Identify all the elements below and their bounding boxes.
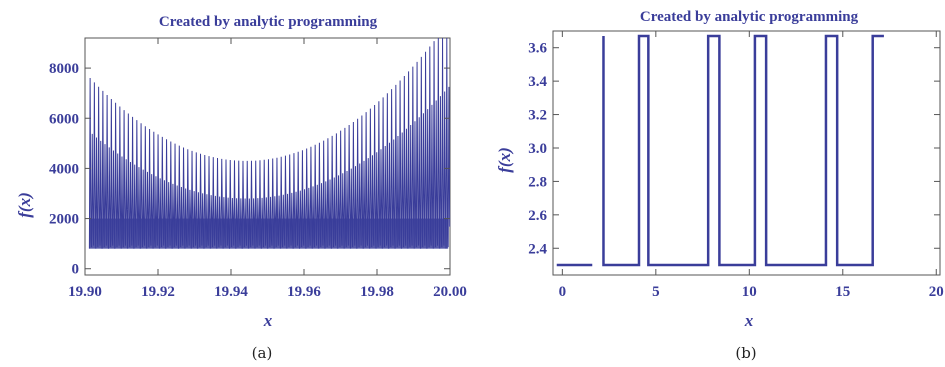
x-tick-label: 19.94 xyxy=(214,284,248,300)
series-line xyxy=(557,36,937,265)
chart-b-ticks: 0 5 10 15 20 2.4 2.6 2.8 3.0 3.2 3.4 3.6 xyxy=(528,31,944,300)
y-tick-label: 3.4 xyxy=(528,74,547,90)
x-tick-label: 5 xyxy=(652,284,660,300)
y-tick-label: 8000 xyxy=(49,61,79,77)
chart-b-ylabel: f(x) xyxy=(495,147,514,172)
x-tick-label: 10 xyxy=(742,284,757,300)
y-tick-label: 2000 xyxy=(49,212,79,228)
chart-a: Created by analytic programming 19.90 19.… xyxy=(15,14,467,362)
chart-a-ticks: 19.90 19.92 19.94 19.96 19.98 20.00 0 2000 4000 6… xyxy=(49,38,467,300)
y-tick-label: 2.6 xyxy=(528,208,547,224)
x-tick-label: 20 xyxy=(929,284,944,300)
y-tick-label: 6000 xyxy=(49,111,79,127)
x-tick-label: 19.92 xyxy=(141,284,175,300)
chart-b: Created by analytic programming 0 5 10 15 20… xyxy=(495,9,944,362)
y-tick-label: 3.0 xyxy=(528,141,547,157)
chart-b-plot-frame xyxy=(552,30,941,276)
chart-a-title: Created by analytic programming xyxy=(159,14,378,30)
series-line xyxy=(88,37,451,249)
y-tick-label: 2.4 xyxy=(528,241,547,257)
y-tick-label: 4000 xyxy=(49,161,79,177)
chart-b-caption: (b) xyxy=(735,344,756,362)
y-tick-label: 3.6 xyxy=(528,41,547,57)
chart-a-xlabel: x xyxy=(263,311,273,330)
chart-a-plot-frame xyxy=(84,37,451,276)
chart-a-ylabel: f(x) xyxy=(15,192,34,217)
chart-b-title: Created by analytic programming xyxy=(640,9,859,25)
x-tick-label: 19.90 xyxy=(68,284,102,300)
dense-band xyxy=(89,218,449,249)
y-tick-label: 2.8 xyxy=(528,174,547,190)
x-tick-label: 0 xyxy=(559,284,567,300)
x-tick-label: 15 xyxy=(835,284,850,300)
chart-b-series xyxy=(557,36,937,265)
x-tick-label: 19.96 xyxy=(287,284,321,300)
chart-a-series xyxy=(88,37,451,249)
y-tick-label: 0 xyxy=(72,262,80,278)
y-tick-label: 3.2 xyxy=(528,108,547,124)
x-tick-label: 19.98 xyxy=(360,284,394,300)
x-tick-label: 20.00 xyxy=(433,284,467,300)
chart-b-xlabel: x xyxy=(744,311,754,330)
chart-a-caption: (a) xyxy=(252,344,273,362)
